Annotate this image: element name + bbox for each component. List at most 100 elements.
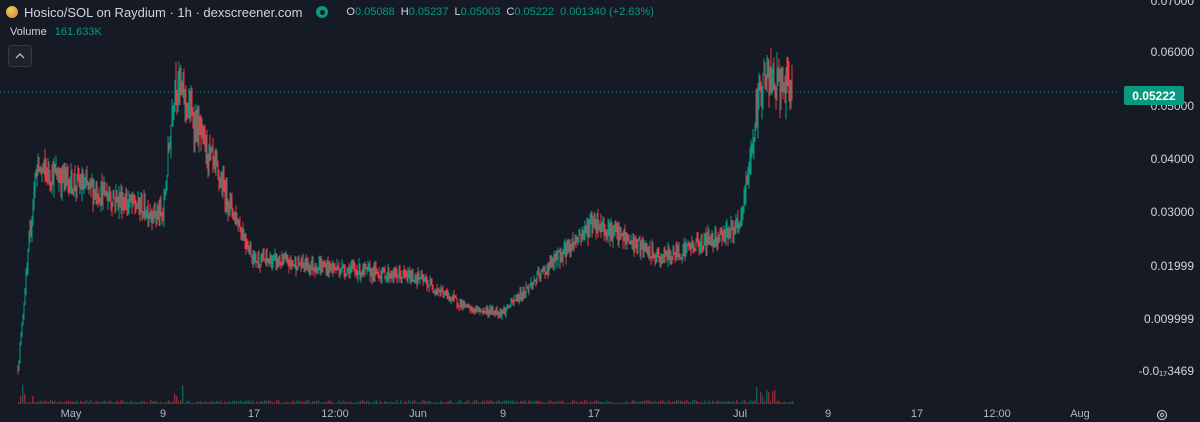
volume-bar [726,401,728,404]
volume-bar [660,400,662,404]
volume-bar [124,402,126,404]
volume-bar [378,402,380,404]
volume-bar [670,402,672,404]
volume-bar [208,402,210,404]
volume-bar [290,402,292,404]
volume-bar [780,402,782,404]
volume-bar [686,400,688,404]
volume-bar [644,401,646,404]
volume-bar [220,400,222,404]
volume-bar [140,401,142,404]
volume-bar [38,401,40,404]
volume-bar [706,402,708,404]
volume-bar [766,390,768,404]
volume-bar [42,401,44,404]
volume-bar [478,402,480,404]
volume-bar [368,401,370,404]
volume-bar [256,401,258,404]
price-axis[interactable]: 0.07000 0.06000 0.05000 0.04000 0.03000 … [1120,0,1200,400]
volume-bar [784,401,786,404]
volume-bar [336,402,338,404]
volume-bar [280,402,282,404]
volume-bar [112,402,114,404]
volume-bar [492,401,494,404]
volume-bar [682,401,684,404]
volume-bar [556,401,558,404]
volume-bar [136,402,138,404]
volume-bar [126,401,128,404]
volume-bar [372,402,374,404]
volume-bar [36,401,38,404]
volume-value: 161.633K [54,26,102,38]
volume-bar [356,402,358,404]
volume-label: Volume [10,26,47,38]
volume-bar [284,402,286,404]
volume-bar [392,402,394,404]
volume-bar [132,402,134,404]
volume-bar [118,401,120,404]
high-value: 0.05237 [408,6,449,18]
gear-icon[interactable] [1155,408,1169,422]
volume-bar [460,400,462,404]
volume-bar [530,400,532,404]
volume-bar [320,402,322,404]
volume-bar [234,400,236,404]
volume-bar [216,400,218,404]
volume-bar [558,400,560,404]
volume-bar [544,402,546,404]
volume-bar [714,402,716,404]
volume-bar [506,400,508,404]
volume-bar [194,402,196,404]
volume-bar [374,400,376,404]
collapse-legend-button[interactable] [8,45,32,67]
volume-bar [376,400,378,404]
volume-bar [68,400,70,404]
volume-bar [752,401,754,404]
volume-bar [702,402,704,404]
volume-bar [786,402,788,404]
volume-bar [242,402,244,404]
volume-bar [350,401,352,404]
volume-bar [62,402,64,404]
volume-bar [334,402,336,404]
volume-bar [482,400,484,404]
volume-bar [160,401,162,404]
volume-bar [170,401,172,404]
volume-bar [424,400,426,404]
volume-bar [734,402,736,404]
price-tick: -0.0₁₇3469 [1138,364,1194,378]
volume-bar [562,400,564,404]
volume-bar [398,402,400,404]
volume-legend: Volume 161.633K [10,26,102,38]
volume-bar [308,400,310,404]
volume-bar [520,400,522,404]
volume-bar [648,400,650,404]
volume-bar [248,400,250,404]
volume-bar [528,400,530,404]
volume-bar [56,402,58,404]
volume-bar [246,400,248,404]
volume-bar [226,402,228,404]
time-tick: 9 [824,408,832,420]
volume-bar [474,400,476,404]
volume-bar [622,402,624,404]
volume-bar [764,401,766,404]
volume-bar [286,401,288,404]
volume-bar [614,402,616,404]
volume-bar [512,400,514,404]
time-tick: 17 [587,408,601,420]
volume-bar [298,400,300,404]
volume-bar [184,402,186,404]
volume-bar [550,400,552,404]
volume-bar [402,402,404,404]
volume-bar [594,400,596,404]
volume-bar [756,387,758,404]
volume-bar [584,400,586,404]
pair-title[interactable]: Hosico/SOL on Raydium · 1h · dexscreener… [24,4,303,20]
volume-bar [304,401,306,404]
volume-bar [636,401,638,404]
time-axis[interactable]: May 9 17 12:00 Jun 9 17 Jul 9 17 12:00 A… [0,406,1120,421]
volume-bar [774,390,776,404]
